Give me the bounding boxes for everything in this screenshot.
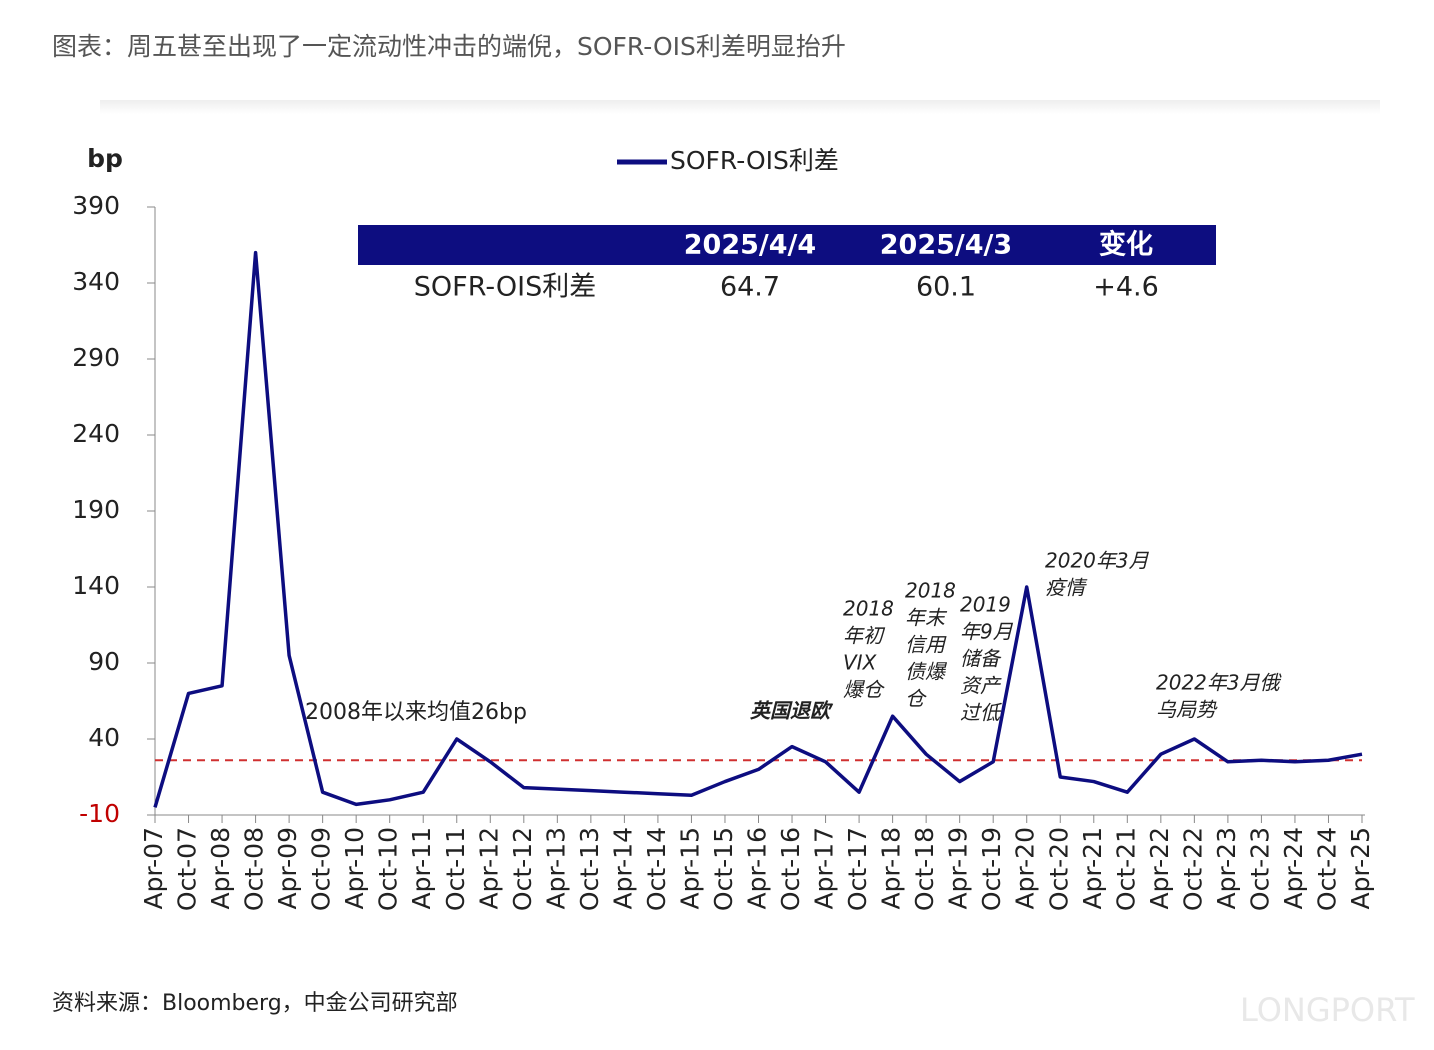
x-tick-label: Apr-16 xyxy=(743,827,772,909)
x-tick-label: Oct-11 xyxy=(441,827,470,911)
x-tick-label: Apr-17 xyxy=(810,827,839,909)
y-tick-label: 90 xyxy=(88,647,120,676)
page-title: 图表：周五甚至出现了一定流动性冲击的端倪，SOFR-OIS利差明显抬升 xyxy=(52,32,846,61)
annotation: 爆仓 xyxy=(843,678,885,702)
y-tick-label: 340 xyxy=(72,267,120,296)
x-tick-label: Apr-08 xyxy=(206,827,235,909)
x-tick-label: Apr-23 xyxy=(1212,827,1241,909)
x-tick-label: Apr-14 xyxy=(608,827,637,909)
x-tick-label: Apr-24 xyxy=(1279,827,1308,909)
x-tick-label: Oct-17 xyxy=(843,827,872,911)
annotation: 债爆 xyxy=(905,660,948,684)
x-tick-label: Apr-21 xyxy=(1078,827,1107,909)
x-tick-label: Oct-09 xyxy=(307,827,336,911)
y-tick-label: 140 xyxy=(72,571,120,600)
watermark: LONGPORT xyxy=(1240,991,1415,1029)
x-tick-label: Oct-19 xyxy=(977,827,1006,911)
annotation: 2022年3月俄 xyxy=(1156,671,1282,695)
annotation: 英国退欧 xyxy=(750,699,834,723)
x-tick-label: Oct-23 xyxy=(1245,827,1274,911)
x-tick-label: Oct-21 xyxy=(1111,827,1140,911)
x-tick-label: Oct-13 xyxy=(575,827,604,911)
x-tick-label: Oct-08 xyxy=(240,827,269,911)
table-header: 2025/4/4 xyxy=(684,230,816,261)
reference-label: 2008年以来均值26bp xyxy=(305,700,527,725)
annotation: 2018 xyxy=(905,579,956,603)
x-tick-label: Apr-15 xyxy=(675,827,704,909)
card-edge xyxy=(100,100,1380,114)
source: 资料来源：Bloomberg，中金公司研究部 xyxy=(52,991,458,1016)
table-cell: 60.1 xyxy=(916,272,976,303)
y-tick-label: 240 xyxy=(72,419,120,448)
x-tick-label: Oct-18 xyxy=(910,827,939,911)
annotation: 2018 xyxy=(843,597,894,621)
annotation: 年末 xyxy=(905,606,948,630)
x-tick-label: Oct-10 xyxy=(374,827,403,911)
annotation: 过低 xyxy=(960,701,1003,725)
table-row-label: SOFR-OIS利差 xyxy=(414,272,596,303)
y-tick-label: 190 xyxy=(72,495,120,524)
annotation: 信用 xyxy=(905,633,947,657)
y-tick-label: -10 xyxy=(79,799,120,828)
x-tick-label: Oct-15 xyxy=(709,827,738,911)
annotation: 储备 xyxy=(960,647,1002,671)
x-tick-label: Apr-19 xyxy=(944,827,973,909)
table-header-bg xyxy=(358,225,1216,265)
x-tick-label: Oct-20 xyxy=(1044,827,1073,911)
annotation: 年9月 xyxy=(960,620,1014,644)
annotation: 乌局势 xyxy=(1156,698,1218,722)
series-line xyxy=(153,250,1363,808)
x-tick-label: Apr-10 xyxy=(340,827,369,909)
legend-label: SOFR-OIS利差 xyxy=(670,146,839,175)
x-tick-label: Apr-07 xyxy=(139,827,168,909)
x-tick-label: Oct-22 xyxy=(1178,827,1207,911)
annotation: 2019 xyxy=(960,593,1011,617)
x-tick-label: Oct-14 xyxy=(642,827,671,911)
x-tick-label: Oct-16 xyxy=(776,827,805,911)
table-cell: 64.7 xyxy=(720,272,780,303)
annotation: 2020年3月 xyxy=(1045,549,1150,573)
annotation: 仓 xyxy=(905,687,927,711)
y-axis-label: bp xyxy=(87,144,123,173)
table-cell: +4.6 xyxy=(1093,272,1159,303)
x-tick-label: Apr-25 xyxy=(1346,827,1375,909)
annotation: 疫情 xyxy=(1045,576,1088,600)
table-header: 2025/4/3 xyxy=(880,230,1012,261)
x-tick-label: Apr-20 xyxy=(1011,827,1040,909)
annotation: 资产 xyxy=(960,674,1002,698)
x-tick-label: Oct-12 xyxy=(508,827,537,911)
x-tick-label: Apr-11 xyxy=(407,827,436,909)
annotation: 年初 xyxy=(843,624,886,648)
x-tick-label: Apr-12 xyxy=(474,827,503,909)
x-tick-label: Apr-22 xyxy=(1145,827,1174,909)
y-tick-label: 40 xyxy=(88,723,120,752)
y-tick-label: 390 xyxy=(72,191,120,220)
x-tick-label: Oct-07 xyxy=(173,827,202,911)
table-header: 变化 xyxy=(1099,229,1153,261)
x-tick-label: Apr-13 xyxy=(541,827,570,909)
x-tick-label: Oct-24 xyxy=(1312,827,1341,911)
y-tick-label: 290 xyxy=(72,343,120,372)
annotation: VIX xyxy=(843,651,878,675)
x-tick-label: Apr-09 xyxy=(273,827,302,909)
x-tick-label: Apr-18 xyxy=(877,827,906,909)
